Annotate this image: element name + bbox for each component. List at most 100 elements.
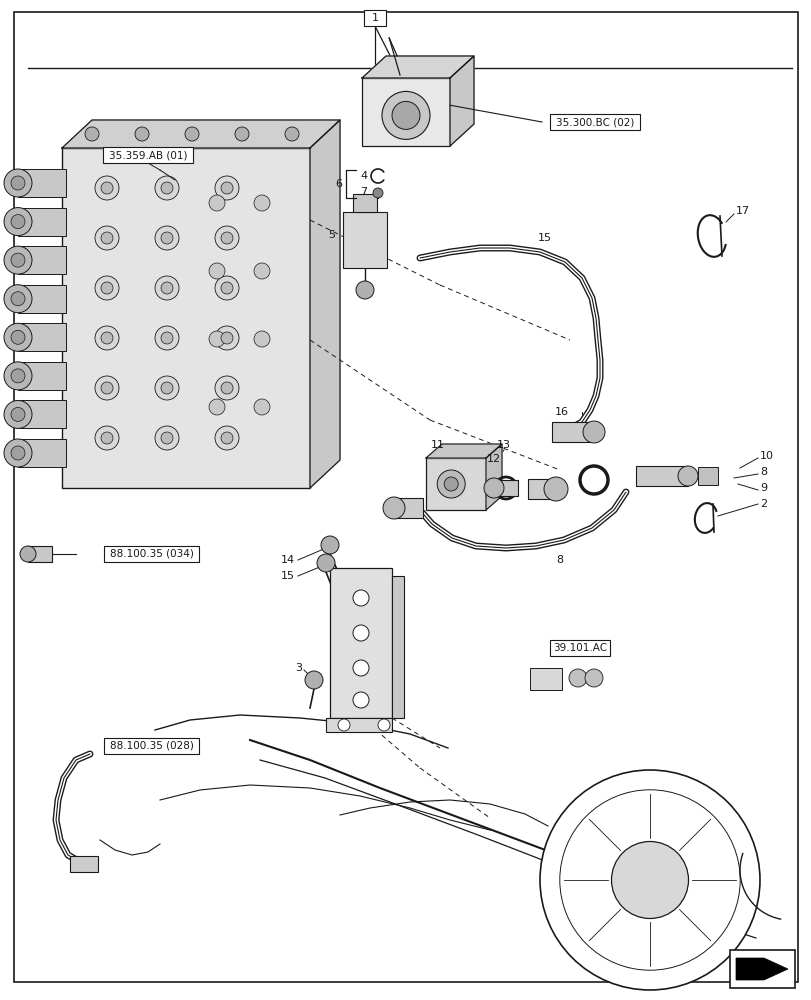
Polygon shape (449, 56, 474, 146)
Circle shape (221, 432, 233, 444)
Text: 35.300.BC (02): 35.300.BC (02) (555, 117, 633, 127)
Bar (105, 546, 200, 562)
Bar (426, 458, 486, 510)
Bar (635, 466, 687, 486)
Circle shape (254, 399, 270, 415)
Circle shape (4, 169, 32, 197)
Bar (18, 439, 66, 467)
Circle shape (11, 407, 25, 421)
Bar (105, 738, 200, 754)
Circle shape (483, 478, 504, 498)
Circle shape (11, 369, 25, 383)
Circle shape (215, 226, 238, 250)
Bar (549, 640, 609, 656)
Circle shape (155, 226, 178, 250)
Circle shape (4, 285, 32, 313)
Text: 15: 15 (538, 233, 551, 243)
Text: 88.100.35 (034): 88.100.35 (034) (110, 549, 194, 559)
Text: 13: 13 (496, 440, 510, 450)
Circle shape (95, 176, 119, 200)
Circle shape (305, 671, 323, 689)
Circle shape (4, 208, 32, 236)
Circle shape (11, 215, 25, 229)
Circle shape (4, 323, 32, 351)
Polygon shape (486, 444, 501, 510)
Circle shape (101, 282, 113, 294)
Bar (530, 668, 561, 690)
Circle shape (95, 376, 119, 400)
Circle shape (185, 127, 199, 141)
Text: 6: 6 (335, 179, 341, 189)
Circle shape (285, 127, 298, 141)
Text: 15: 15 (281, 571, 294, 581)
Text: 4: 4 (359, 171, 367, 181)
Circle shape (135, 127, 148, 141)
Circle shape (161, 432, 173, 444)
Circle shape (155, 376, 178, 400)
Circle shape (611, 841, 688, 918)
Circle shape (11, 446, 25, 460)
Text: 2: 2 (759, 499, 766, 509)
Circle shape (215, 276, 238, 300)
Bar (729, 950, 794, 988)
Circle shape (155, 426, 178, 450)
Bar (493, 480, 517, 496)
Bar (18, 362, 66, 390)
Circle shape (161, 282, 173, 294)
Circle shape (11, 253, 25, 267)
Bar (18, 285, 66, 313)
Bar (18, 208, 66, 236)
Circle shape (4, 439, 32, 467)
Circle shape (95, 226, 119, 250)
Circle shape (320, 536, 338, 554)
Circle shape (677, 466, 697, 486)
Text: 9: 9 (759, 483, 766, 493)
Circle shape (353, 590, 368, 606)
Circle shape (101, 232, 113, 244)
Circle shape (215, 376, 238, 400)
Bar (103, 147, 192, 163)
Circle shape (221, 282, 233, 294)
Bar (62, 148, 310, 488)
Circle shape (155, 176, 178, 200)
Circle shape (161, 182, 173, 194)
Circle shape (101, 432, 113, 444)
Text: 39.101.AC: 39.101.AC (552, 643, 607, 653)
Circle shape (221, 382, 233, 394)
Circle shape (208, 331, 225, 347)
Text: 3: 3 (294, 663, 302, 673)
Bar (363, 10, 385, 26)
Bar (329, 568, 392, 718)
Circle shape (436, 470, 465, 498)
Circle shape (254, 263, 270, 279)
Circle shape (208, 195, 225, 211)
Text: 10: 10 (759, 451, 773, 461)
Circle shape (101, 182, 113, 194)
Text: 1: 1 (371, 13, 378, 23)
Bar (325, 718, 392, 732)
Circle shape (381, 91, 430, 139)
Circle shape (221, 182, 233, 194)
Bar (342, 212, 387, 268)
Text: 12: 12 (487, 454, 500, 464)
Circle shape (355, 281, 374, 299)
Circle shape (392, 101, 419, 129)
Circle shape (559, 790, 740, 970)
Circle shape (95, 426, 119, 450)
Circle shape (208, 399, 225, 415)
Circle shape (221, 332, 233, 344)
Bar (697, 467, 717, 485)
Text: 11: 11 (431, 440, 444, 450)
Circle shape (101, 382, 113, 394)
Text: 7: 7 (359, 187, 367, 197)
Bar (353, 194, 376, 212)
Circle shape (155, 276, 178, 300)
Circle shape (569, 669, 586, 687)
Circle shape (353, 660, 368, 676)
Circle shape (215, 426, 238, 450)
Circle shape (4, 400, 32, 428)
Circle shape (11, 292, 25, 306)
Circle shape (101, 332, 113, 344)
Bar (550, 114, 639, 130)
Circle shape (215, 326, 238, 350)
